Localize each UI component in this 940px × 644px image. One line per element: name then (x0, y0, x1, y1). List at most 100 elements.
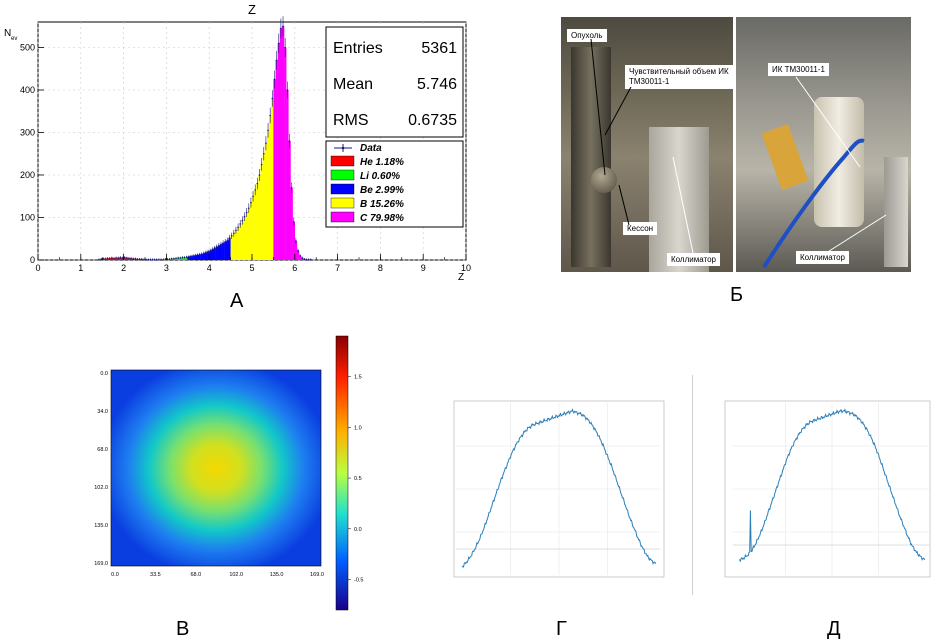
heatmap-y-tick-label: 169.0 (94, 561, 108, 567)
profile-chart-1 (453, 400, 665, 578)
legend-label-c: C 79.98% (360, 213, 404, 224)
data-point (256, 182, 259, 185)
data-point (185, 256, 188, 258)
callout-collimator-right: Коллиматор (796, 251, 849, 264)
x-tick-label: 4 (207, 263, 212, 273)
data-point (166, 258, 169, 260)
histogram-bar (290, 187, 293, 260)
histogram-bar (207, 251, 210, 260)
histogram-bar (252, 196, 255, 260)
data-point (239, 223, 242, 225)
histogram-bar (217, 245, 221, 260)
x-tick-label: 0 (35, 263, 40, 273)
y-tick-label: 500 (20, 43, 35, 53)
heatmap-x-tick-label: 0.0 (111, 572, 119, 578)
data-point (98, 258, 100, 261)
data-point (117, 257, 120, 259)
heatmap-field (110, 369, 322, 567)
heatmap-y-tick-label: 135.0 (94, 523, 108, 529)
data-point (258, 174, 261, 176)
y-axis-label-sub: ev (11, 36, 17, 42)
data-point (153, 258, 156, 261)
heatmap-y-tick-label: 34.0 (97, 409, 108, 415)
data-point (145, 258, 147, 261)
histogram-bar (277, 43, 281, 260)
data-point (307, 258, 310, 261)
data-point (162, 258, 164, 261)
stats-entries-label: Entries (333, 40, 383, 57)
histogram-bar (187, 256, 191, 260)
histogram-bar (254, 189, 257, 260)
data-point (282, 25, 284, 28)
photo-tumor-sphere (591, 167, 617, 193)
histogram-bar (271, 98, 274, 260)
data-point (297, 249, 299, 252)
panel-label-e: Д (827, 618, 841, 640)
histogram-bar (213, 248, 216, 260)
data-point (177, 257, 179, 259)
data-point (301, 257, 304, 259)
heatmap-y-tick-label: 68.0 (97, 447, 108, 453)
data-point (277, 42, 280, 45)
data-point (305, 258, 308, 261)
profile-2-line (738, 408, 926, 563)
legend-swatch-b (330, 197, 355, 209)
histogram-bar (258, 175, 261, 260)
data-point (260, 163, 263, 166)
histogram-bar (288, 141, 291, 260)
data-point (213, 247, 216, 249)
y-tick-label: 200 (20, 170, 35, 180)
histogram-bar (181, 257, 184, 260)
colorbar-tick-label: 0.5 (354, 476, 362, 482)
data-point (194, 254, 197, 257)
data-point (123, 256, 126, 259)
y-tick-label: 300 (20, 128, 35, 138)
histogram-bar (211, 249, 214, 260)
stats-mean-value: 5.746 (417, 76, 457, 93)
data-point (181, 256, 184, 259)
data-point (224, 240, 227, 243)
data-point (237, 226, 239, 229)
data-point (228, 237, 231, 239)
colorbar-tick-label: -0.5 (354, 578, 363, 584)
histogram-bar (256, 183, 259, 260)
stats-box (325, 26, 464, 138)
histogram-title: Z (248, 2, 256, 17)
data-point (119, 256, 122, 259)
callout-collimator-left: Коллиматор (667, 253, 720, 266)
histogram-bar (273, 79, 276, 260)
profile-chart-2 (724, 400, 931, 578)
x-tick-label: 9 (421, 263, 426, 273)
heatmap-y-tick-label: 102.0 (94, 485, 108, 491)
data-point (190, 255, 192, 257)
photo-blue-cable (762, 76, 887, 269)
data-point (183, 256, 186, 259)
photo-right-collimator (884, 157, 908, 267)
x-tick-label: 7 (335, 263, 340, 273)
legend-label-li: Li 0.60% (360, 171, 400, 182)
colorbar-tick-label: 1.5 (354, 375, 362, 381)
panel-label-d: Г (556, 618, 567, 640)
data-point (104, 257, 107, 260)
data-point (250, 201, 252, 204)
x-tick-label: 6 (292, 263, 297, 273)
histogram-bar (245, 212, 248, 260)
data-point (115, 257, 117, 259)
data-point (196, 254, 199, 256)
data-point (222, 242, 224, 244)
colorbar-tick-label: 0.0 (354, 527, 362, 533)
data-point (295, 240, 297, 242)
data-point (160, 258, 162, 261)
data-point (262, 152, 265, 155)
data-point (265, 142, 267, 144)
y-tick-label: 400 (20, 85, 35, 95)
data-point (220, 243, 222, 246)
histogram-bar (239, 223, 242, 260)
data-point (179, 257, 182, 259)
histogram-bar (222, 243, 225, 260)
data-point (200, 253, 203, 255)
callout-arrows-left (590, 38, 694, 254)
legend-label-he: He 1.18% (360, 157, 404, 168)
histogram-bar (215, 246, 218, 260)
panel-label-c: В (176, 618, 190, 640)
